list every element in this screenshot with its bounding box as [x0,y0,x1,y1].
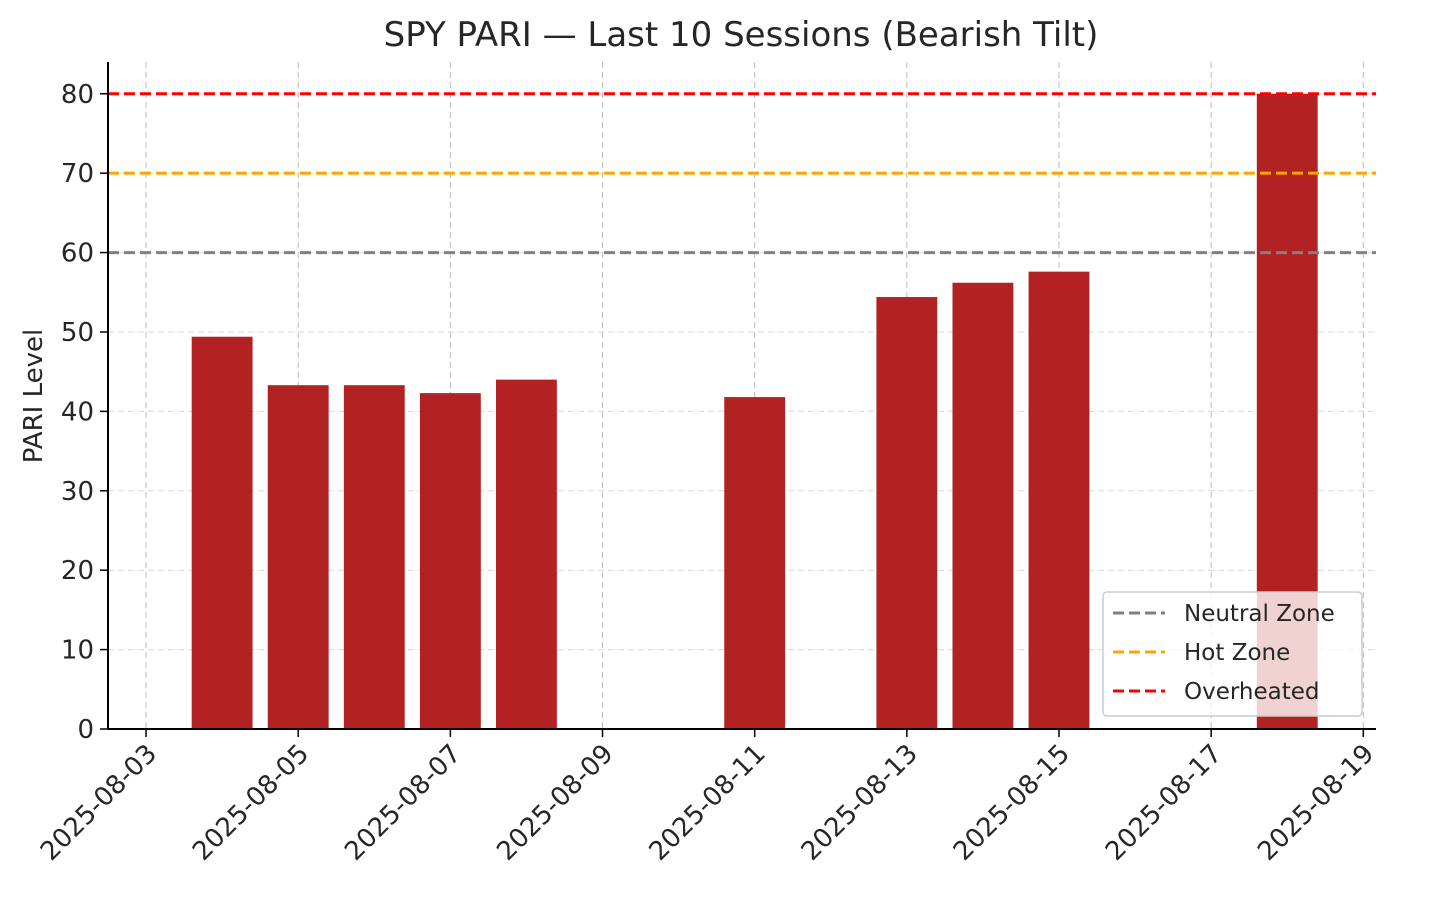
bar-2025-08-04 [191,336,253,729]
bar-2025-08-08 [496,379,557,729]
bar-2025-08-06 [343,385,405,729]
legend-label: Neutral Zone [1184,601,1335,627]
bar-2025-08-11 [724,397,786,729]
y-tick-label: 40 [61,397,94,427]
bar-2025-08-13 [876,297,938,729]
x-tick-label: 2025-08-15 [948,739,1076,867]
x-tick-label: 2025-08-13 [796,739,924,867]
bar-2025-08-07 [419,393,481,729]
y-tick-label: 10 [61,636,94,666]
y-tick-label: 50 [61,318,94,348]
chart-title: SPY PARI — Last 10 Sessions (Bearish Til… [384,15,1099,55]
x-tick-label: 2025-08-17 [1100,739,1228,867]
x-tick-label: 2025-08-03 [35,739,163,867]
legend: Neutral Zone Hot Zone Overheated [1102,591,1363,717]
legend-label: Overheated [1184,679,1320,705]
y-tick-label: 60 [61,239,94,269]
y-axis-label: PARI Level [19,329,49,463]
x-tick-label: 2025-08-05 [187,739,315,867]
bar-2025-08-05 [267,385,329,729]
x-tick-label: 2025-08-19 [1252,739,1380,867]
y-tick-label: 80 [61,80,94,110]
y-tick-label: 70 [61,159,94,189]
y-tick-label: 0 [77,715,94,745]
bar-2025-08-15 [1028,271,1090,729]
bar-2025-08-14 [952,282,1014,729]
x-tick-label: 2025-08-11 [644,739,772,867]
reference-lines-layer [108,92,1376,255]
legend-box [1102,591,1363,717]
x-tick-label: 2025-08-07 [339,739,467,867]
y-tick-label: 30 [61,477,94,507]
y-tick-label: 20 [61,556,94,586]
x-tick-label: 2025-08-09 [491,739,619,867]
legend-label: Hot Zone [1184,640,1290,666]
